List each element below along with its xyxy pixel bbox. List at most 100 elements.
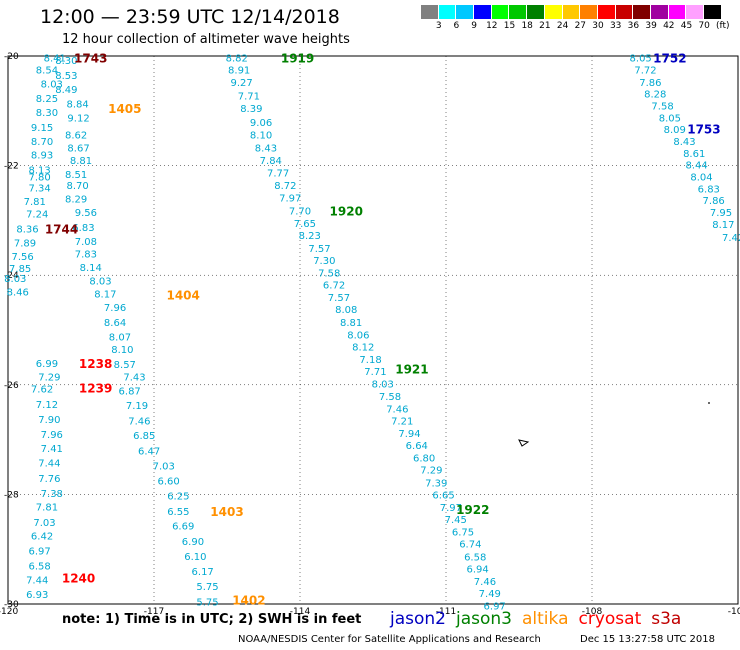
swh-value: 8.46 <box>7 288 29 299</box>
swh-value: 6.72 <box>323 281 345 292</box>
swh-value: 7.30 <box>313 256 335 267</box>
swh-value: 8.10 <box>250 130 272 141</box>
swh-value: 7.57 <box>328 293 350 304</box>
swh-value: 8.03 <box>372 380 394 391</box>
swh-value: 5.75 <box>196 597 218 608</box>
color-tick-label: 30 <box>592 21 604 31</box>
swh-value: 6.42 <box>31 532 53 543</box>
swh-value: 7.12 <box>36 400 58 411</box>
lon-tick-label: -120 <box>0 607 18 617</box>
satellite-name: altika <box>522 609 569 629</box>
pass-time-labels: 1743 1405 1744 1404 1238 1239 1403 1240 1402 1919… <box>45 52 721 608</box>
swh-value: 8.23 <box>299 231 321 242</box>
satellite-legend: jason2 jason3 altika cryosat s3a <box>390 609 691 629</box>
color-tick-label: 39 <box>645 21 657 31</box>
swh-value: 8.67 <box>67 144 89 155</box>
pass-time-label: 1922 <box>456 503 489 517</box>
color-swatches <box>421 5 722 19</box>
pass-time-label: 1920 <box>330 205 363 219</box>
swh-value: 8.12 <box>352 342 374 353</box>
color-tick-label: 6 <box>453 21 460 31</box>
swh-value: 8.53 <box>55 71 77 82</box>
swh-value: 8.17 <box>712 220 734 231</box>
swh-value: 7.24 <box>26 209 48 220</box>
swh-value: 6.25 <box>167 491 189 502</box>
swh-value: 6.94 <box>467 564 489 575</box>
swh-value: 9.27 <box>230 78 252 89</box>
swh-value: 8.70 <box>31 137 53 148</box>
pass-time-label: 1744 <box>45 223 78 237</box>
swh-value: 7.44 <box>26 575 48 586</box>
swh-value: 7.34 <box>29 184 51 195</box>
swh-value: 8.30 <box>36 108 58 119</box>
color-swatch <box>438 5 457 19</box>
lon-tick-label: -105 <box>728 607 740 617</box>
color-swatch <box>474 5 492 19</box>
swh-value: 7.45 <box>445 515 467 526</box>
swh-value: 8.13 <box>29 165 51 176</box>
swh-value: 6.65 <box>432 490 454 501</box>
pass-time-label: 1752 <box>653 52 686 66</box>
swh-value: 7.97 <box>279 193 301 204</box>
swh-value: 8.91 <box>228 66 250 77</box>
color-tick-label: 9 <box>471 21 477 31</box>
swh-value: 7.76 <box>38 474 60 485</box>
satellite-name: s3a <box>651 609 682 629</box>
swh-value: 6.10 <box>184 552 206 563</box>
swh-value: 6.83 <box>72 223 94 234</box>
swh-value: 7.70 <box>289 207 311 218</box>
swh-value: 8.03 <box>41 79 63 90</box>
color-tick-label: 15 <box>503 21 516 31</box>
swh-value: 6.87 <box>119 386 141 397</box>
swh-value: 8.09 <box>664 125 686 136</box>
color-swatch <box>668 5 687 19</box>
swh-value: 7.46 <box>474 577 496 588</box>
pass-time-label: 1240 <box>62 572 95 586</box>
satellite-name: jason3 <box>456 609 512 629</box>
swh-value: 6.80 <box>413 454 435 465</box>
swh-value: 7.95 <box>710 208 732 219</box>
swh-value: 7.80 <box>29 173 51 184</box>
swh-value: 7.46 <box>386 404 408 415</box>
swh-value: 7.43 <box>123 373 145 384</box>
swh-value: 7.49 <box>479 589 501 600</box>
swh-value: 7.72 <box>634 66 656 77</box>
lon-tick-label: -114 <box>290 607 311 617</box>
swh-value: 7.42 <box>722 233 740 244</box>
swh-value: 6.60 <box>157 477 179 488</box>
color-swatch <box>686 5 704 19</box>
color-swatch <box>421 5 439 19</box>
map-title: 12:00 — 23:59 UTC 12/14/2018 <box>40 6 340 28</box>
altimeter-observations: 8.418.308.548.538.038.498.25 8.848.30 9.12… <box>4 54 740 613</box>
lat-tick-label: -22 <box>4 162 19 172</box>
swh-value: 8.43 <box>673 137 695 148</box>
swh-value: 8.04 <box>690 173 712 184</box>
color-tick-label: 12 <box>486 21 498 31</box>
color-swatch <box>456 5 475 19</box>
lat-tick-label: -24 <box>4 271 19 281</box>
swh-value: 8.57 <box>114 360 136 371</box>
swh-value: 7.46 <box>128 416 150 427</box>
swh-value: 8.41 <box>44 54 66 65</box>
lat-tick-label: -26 <box>4 381 19 391</box>
lat-tick-label: -20 <box>4 52 19 62</box>
swh-value: 8.72 <box>274 181 296 192</box>
swh-value: 6.64 <box>406 441 428 452</box>
color-swatch <box>597 5 616 19</box>
footer-note: note: 1) Time is in UTC; 2) SWH is in fe… <box>62 612 362 627</box>
swh-value: 6.47 <box>138 447 160 458</box>
color-swatch <box>527 5 545 19</box>
swh-value: 7.89 <box>14 238 36 249</box>
swh-value: 6.99 <box>36 359 58 370</box>
color-swatch <box>633 5 651 19</box>
swh-value: 8.29 <box>65 194 87 205</box>
swh-value: 5.75 <box>196 582 218 593</box>
swh-value: 8.28 <box>644 89 666 100</box>
swh-value: 6.90 <box>182 537 204 548</box>
swh-value: 6.58 <box>29 562 51 573</box>
color-swatch <box>509 5 528 19</box>
swh-value: 8.84 <box>66 100 88 111</box>
color-tick-labels: 3 6 9 12 15 18 21 24 27 30 33 36 39 42 45 70 <box>421 19 722 33</box>
color-tick-label: 21 <box>539 21 551 31</box>
